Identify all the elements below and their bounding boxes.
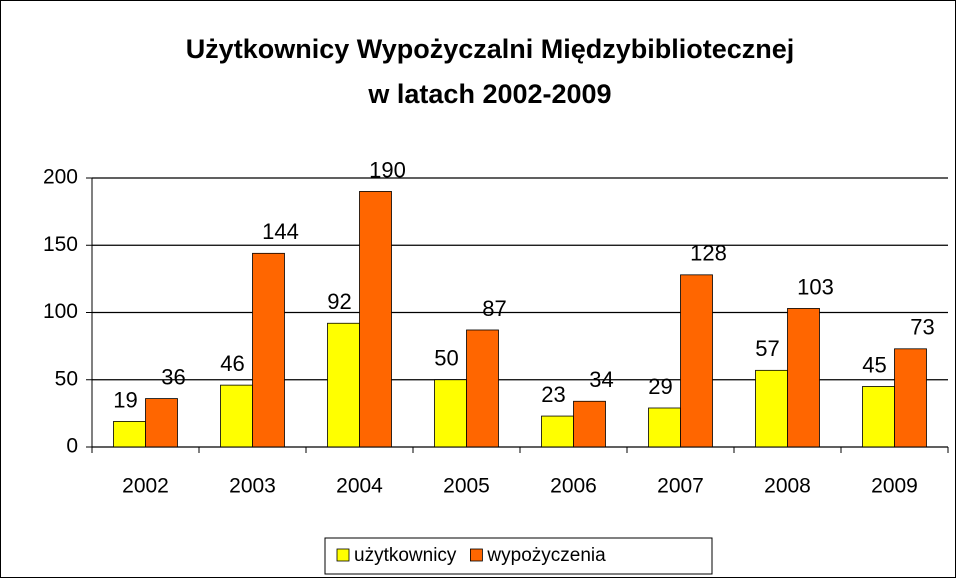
legend-swatch — [470, 548, 483, 562]
y-tick-label: 200 — [43, 166, 78, 189]
x-tick-label: 2006 — [550, 475, 597, 498]
bar — [145, 398, 178, 448]
bar — [755, 369, 788, 448]
x-tick-label: 2002 — [122, 475, 169, 498]
bar — [220, 384, 253, 448]
x-tick-label: 2007 — [657, 475, 704, 498]
bar — [648, 407, 681, 448]
value-label: 45 — [862, 352, 886, 377]
bar — [359, 191, 392, 448]
value-label: 190 — [369, 157, 406, 182]
value-label: 19 — [113, 387, 137, 412]
value-label: 128 — [690, 241, 727, 266]
value-label: 57 — [755, 336, 779, 361]
value-label: 144 — [262, 219, 299, 244]
value-label: 46 — [220, 351, 244, 376]
x-tick-label: 2008 — [764, 475, 811, 498]
bar — [466, 329, 499, 448]
value-label: 103 — [797, 274, 834, 299]
bar — [680, 274, 713, 448]
value-label: 29 — [648, 374, 672, 399]
x-tick-label: 2005 — [443, 475, 490, 498]
x-tick-label: 2004 — [336, 475, 383, 498]
legend-label: użytkownicy — [354, 545, 457, 566]
bar — [434, 379, 467, 448]
legend-box — [324, 537, 713, 575]
x-tick-label: 2003 — [229, 475, 276, 498]
value-label: 34 — [589, 367, 613, 392]
chart-title: w latach 2002-2009 — [367, 79, 611, 109]
bar — [113, 421, 146, 448]
y-tick-label: 150 — [43, 233, 78, 256]
y-tick-label: 0 — [66, 435, 78, 458]
bar — [327, 322, 360, 448]
value-label: 92 — [327, 289, 351, 314]
legend-swatch — [336, 548, 350, 562]
chart-title: Użytkownicy Wypożyczalni Międzybibliotec… — [186, 34, 795, 64]
bar — [541, 415, 574, 448]
x-tick-label: 2009 — [871, 475, 918, 498]
y-tick-label: 50 — [55, 367, 78, 390]
bar — [252, 252, 285, 448]
y-tick-label: 100 — [43, 300, 78, 323]
bar — [787, 308, 820, 448]
value-label: 73 — [910, 315, 934, 340]
value-label: 50 — [434, 346, 458, 371]
value-label: 36 — [161, 364, 185, 389]
value-label: 87 — [482, 296, 506, 321]
bar — [862, 386, 895, 448]
bar — [894, 348, 927, 448]
bar — [573, 400, 606, 448]
legend-label: wypożyczenia — [486, 545, 606, 566]
value-label: 23 — [541, 382, 565, 407]
